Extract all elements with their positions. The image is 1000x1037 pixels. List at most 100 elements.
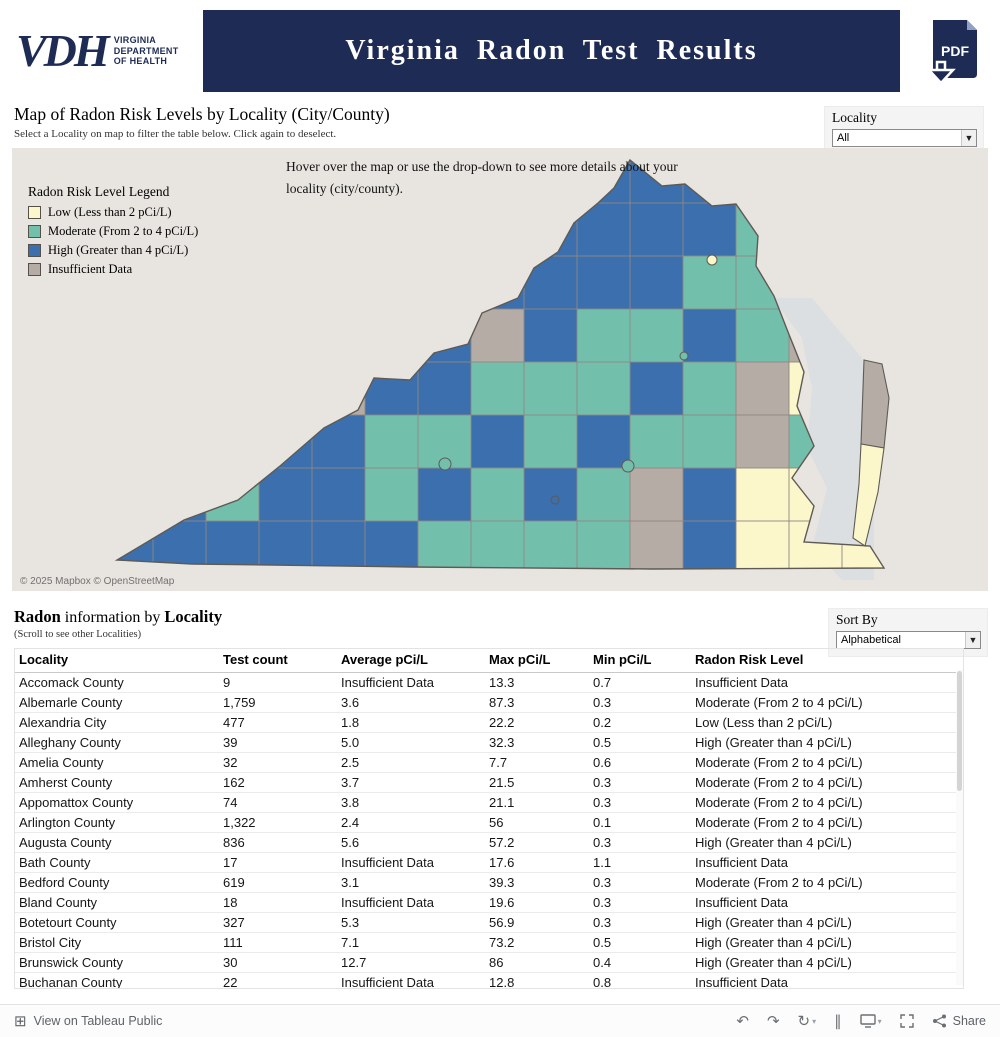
map-county[interactable] (629, 467, 685, 523)
redo-button[interactable]: ↷ (767, 1012, 780, 1030)
table-row[interactable]: Augusta County 836 5.6 57.2 0.3 High (Greater… (15, 833, 963, 853)
map-county[interactable] (311, 467, 367, 523)
table-row[interactable]: Accomack County 9 Insufficient Data 13.3 0.7… (15, 673, 963, 693)
map-county[interactable] (576, 414, 632, 470)
chevron-down-icon[interactable]: ▼ (965, 632, 980, 648)
table-row[interactable]: Bedford County 619 3.1 39.3 0.3 Moderate (Fro… (15, 873, 963, 893)
table-body[interactable]: Accomack County 9 Insufficient Data 13.3 0.7… (15, 673, 963, 988)
map-county[interactable] (470, 520, 526, 575)
map-city-enclave[interactable] (550, 495, 560, 505)
map-city-enclave[interactable] (438, 457, 452, 471)
map-county[interactable] (735, 520, 791, 575)
cell-avg: 2.5 (341, 755, 360, 770)
table-row[interactable]: Buchanan County 22 Insufficient Data 12.8 0.… (15, 973, 963, 988)
table-row[interactable]: Botetourt County 327 5.3 56.9 0.3 High (Great… (15, 913, 963, 933)
table-scrollbar[interactable] (956, 670, 963, 985)
map-city-enclave[interactable] (706, 254, 718, 266)
map-county[interactable] (682, 361, 738, 417)
chevron-down-icon[interactable]: ▼ (961, 130, 976, 146)
map-county[interactable] (364, 467, 420, 523)
map-county[interactable] (735, 361, 791, 417)
table-row[interactable]: Arlington County 1,322 2.4 56 0.1 Moderate (F… (15, 813, 963, 833)
map-county[interactable] (258, 520, 314, 575)
map-county[interactable] (629, 308, 685, 364)
map-city-enclave[interactable] (679, 351, 689, 361)
map-county[interactable] (470, 414, 526, 470)
cell-risk: Moderate (From 2 to 4 pCi/L) (695, 815, 863, 830)
map-county[interactable] (523, 361, 579, 417)
download-button[interactable]: ▾ (859, 1014, 882, 1028)
map-county[interactable] (629, 414, 685, 470)
sort-by-select[interactable]: Alphabetical ▼ (836, 631, 981, 649)
table-row[interactable]: Brunswick County 30 12.7 86 0.4 High (Greater… (15, 953, 963, 973)
column-header: Average pCi/L (341, 652, 428, 667)
map-county[interactable] (576, 520, 632, 575)
reset-button[interactable]: ↻ ▾ (798, 1012, 817, 1030)
map-county[interactable] (735, 414, 791, 470)
map-county[interactable] (523, 308, 579, 364)
map-county[interactable] (682, 414, 738, 470)
cell-max: 86 (489, 955, 504, 970)
pdf-download-button[interactable]: PDF (900, 10, 1000, 92)
map-county[interactable] (682, 520, 738, 575)
map-county[interactable] (682, 202, 738, 258)
map-county[interactable] (205, 520, 261, 575)
table-row[interactable]: Bristol City 111 7.1 73.2 0.5 High (Greater t… (15, 933, 963, 953)
map-county[interactable] (682, 467, 738, 523)
map-county[interactable] (629, 202, 685, 258)
map-county[interactable] (629, 255, 685, 311)
table-row[interactable]: Albemarle County 1,759 3.6 87.3 0.3 Moderate … (15, 693, 963, 713)
legend-item[interactable]: High (Greater than 4 pCi/L) (28, 243, 198, 258)
map-county[interactable] (629, 520, 685, 575)
map-county[interactable] (523, 520, 579, 575)
cell-tests: 39 (223, 735, 238, 750)
table-row[interactable]: Amherst County 162 3.7 21.5 0.3 Moderate (Fro… (15, 773, 963, 793)
fullscreen-button[interactable] (899, 1014, 914, 1028)
map-county[interactable] (364, 414, 420, 470)
virginia-map-svg[interactable] (12, 148, 988, 591)
map-county[interactable] (523, 467, 579, 523)
cell-max: 32.3 (489, 735, 515, 750)
legend-item[interactable]: Insufficient Data (28, 262, 198, 277)
map-county[interactable] (417, 467, 473, 523)
table-row[interactable]: Alexandria City 477 1.8 22.2 0.2 Low (Less th… (15, 713, 963, 733)
cell-max: 21.1 (489, 795, 515, 810)
legend-item[interactable]: Moderate (From 2 to 4 pCi/L) (28, 224, 198, 239)
map-city-enclave[interactable] (621, 459, 635, 473)
table-row[interactable]: Bland County 18 Insufficient Data 19.6 0.3 In… (15, 893, 963, 913)
radon-map[interactable]: Radon Risk Level Legend Low (Less than 2… (12, 148, 988, 591)
table-row[interactable]: Appomattox County 74 3.8 21.1 0.3 Moderate (F… (15, 793, 963, 813)
map-county[interactable] (576, 467, 632, 523)
view-on-tableau[interactable]: ⊞ View on Tableau Public (14, 1012, 162, 1030)
map-county[interactable] (311, 520, 367, 575)
undo-button[interactable]: ↶ (736, 1012, 749, 1030)
table-row[interactable]: Bath County 17 Insufficient Data 17.6 1.1 Ins… (15, 853, 963, 873)
page: VDH VIRGINIA DEPARTMENT OF HEALTH Virgin… (0, 10, 1000, 1037)
map-county[interactable] (576, 255, 632, 311)
cell-locality: Augusta County (19, 835, 112, 850)
share-button[interactable]: Share (932, 1014, 986, 1028)
locality-select[interactable]: All ▼ (832, 129, 977, 147)
cell-tests: 17 (223, 855, 238, 870)
cell-avg: 5.6 (341, 835, 360, 850)
legend-item[interactable]: Low (Less than 2 pCi/L) (28, 205, 198, 220)
cell-locality: Appomattox County (19, 795, 134, 810)
map-county[interactable] (576, 308, 632, 364)
map-county[interactable] (629, 361, 685, 417)
map-county[interactable] (258, 467, 314, 523)
map-county[interactable] (576, 361, 632, 417)
cell-min: 0.5 (593, 735, 612, 750)
table-row[interactable]: Amelia County 32 2.5 7.7 0.6 Moderate (From 2… (15, 753, 963, 773)
map-county[interactable] (682, 308, 738, 364)
map-county[interactable] (364, 520, 420, 575)
table-row[interactable]: Alleghany County 39 5.0 32.3 0.5 High (Greate… (15, 733, 963, 753)
map-county[interactable] (735, 467, 791, 523)
legend-swatch-icon (28, 225, 41, 238)
map-county[interactable] (523, 414, 579, 470)
map-county[interactable] (470, 467, 526, 523)
map-legend: Radon Risk Level Legend Low (Less than 2… (28, 184, 198, 281)
map-county[interactable] (417, 361, 473, 417)
pause-button[interactable]: ∥ (834, 1012, 842, 1030)
map-county[interactable] (470, 361, 526, 417)
scrollbar-thumb[interactable] (957, 671, 962, 791)
